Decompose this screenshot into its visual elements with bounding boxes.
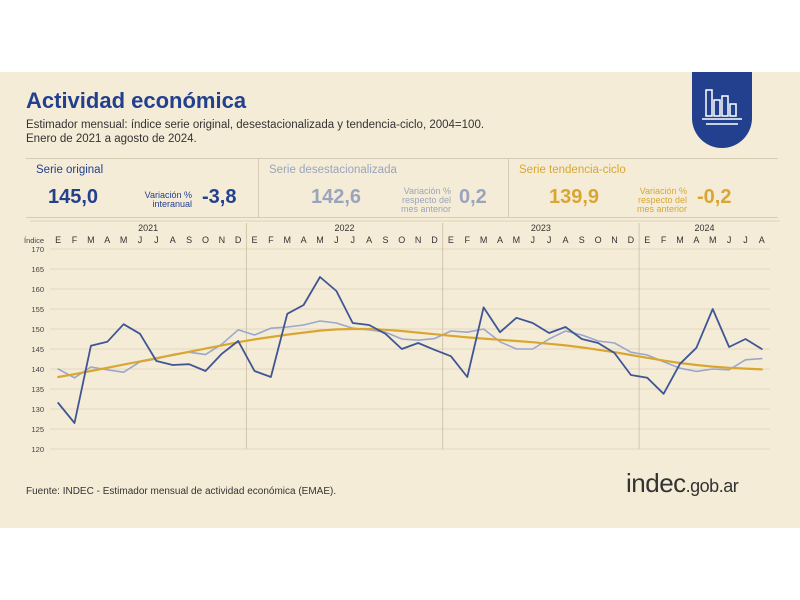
month-tick-label: A — [366, 235, 372, 245]
summary-tend-var-label-2: respecto del — [637, 195, 687, 205]
y-tick-label: 150 — [31, 325, 44, 334]
month-tick-label: A — [170, 235, 176, 245]
summary-original-value: 145,0 — [48, 186, 99, 208]
y-tick-label: 120 — [31, 445, 44, 454]
month-tick-label: E — [252, 235, 258, 245]
month-tick-label: M — [87, 235, 95, 245]
month-tick-label: F — [268, 235, 274, 245]
summary-desest: Serie desestacionalizada 142,6 Variación… — [258, 159, 509, 217]
source-note: Fuente: INDEC - Estimador mensual de act… — [26, 486, 337, 497]
summary-original-var-value: -3,8 — [202, 186, 237, 208]
month-tick-label: J — [334, 235, 339, 245]
y-tick-label: 165 — [31, 265, 44, 274]
month-tick-label: M — [709, 235, 717, 245]
year-label: 2024 — [695, 223, 715, 233]
summary-desest-var-label-2: respecto del — [401, 195, 451, 205]
month-tick-label: A — [497, 235, 503, 245]
summary-row: Serie original 145,0 Variación % interan… — [26, 158, 778, 218]
summary-original-var-label-2: interanual — [152, 199, 192, 209]
month-tick-label: A — [759, 235, 765, 245]
year-label: 2021 — [138, 223, 158, 233]
month-tick-label: F — [661, 235, 667, 245]
month-tick-label: N — [415, 235, 422, 245]
month-tick-label: O — [202, 235, 209, 245]
month-tick-label: D — [431, 235, 438, 245]
summary-tend-var-label-3: mes anterior — [636, 204, 687, 214]
month-tick-label: M — [120, 235, 128, 245]
y-tick-label: 140 — [31, 365, 44, 374]
y-tick-label: 135 — [31, 385, 44, 394]
month-tick-label: M — [480, 235, 488, 245]
brand-main: indec — [626, 468, 686, 498]
month-tick-label: J — [727, 235, 732, 245]
month-tick-label: J — [743, 235, 748, 245]
summary-original: Serie original 145,0 Variación % interan… — [26, 159, 258, 217]
y-tick-label: 125 — [31, 425, 44, 434]
month-tick-label: E — [55, 235, 61, 245]
month-tick-label: F — [465, 235, 471, 245]
summary-tend-var-label-1: Variación % — [639, 186, 687, 196]
month-tick-label: A — [562, 235, 568, 245]
y-tick-label: 155 — [31, 305, 44, 314]
summary-tend-value: 139,9 — [549, 186, 600, 208]
summary-desest-value: 142,6 — [311, 186, 362, 208]
month-tick-label: D — [628, 235, 635, 245]
summary-desest-var-label-1: Variación % — [403, 186, 451, 196]
month-tick-label: A — [693, 235, 699, 245]
year-label: 2022 — [335, 223, 355, 233]
y-tick-label: 170 — [31, 245, 44, 254]
month-tick-label: O — [398, 235, 405, 245]
page-title: Actividad económica — [26, 88, 247, 113]
year-label: 2023 — [531, 223, 551, 233]
month-tick-label: N — [219, 235, 226, 245]
month-tick-label: J — [547, 235, 552, 245]
month-tick-label: O — [595, 235, 602, 245]
month-tick-label: E — [644, 235, 650, 245]
bar-chart-icon — [702, 89, 742, 125]
subtitle-line-1: Estimador mensual: índice serie original… — [26, 119, 485, 131]
indec-logo: indec.gob.ar — [626, 468, 739, 499]
summary-original-var-label-1: Variación % — [144, 190, 192, 200]
y-tick-label: 160 — [31, 285, 44, 294]
month-tick-label: A — [301, 235, 307, 245]
month-tick-label: M — [316, 235, 324, 245]
month-tick-label: S — [186, 235, 192, 245]
month-tick-label: E — [448, 235, 454, 245]
month-tick-label: M — [284, 235, 292, 245]
month-tick-label: J — [138, 235, 143, 245]
month-tick-label: M — [513, 235, 521, 245]
summary-tend: Serie tendencia-ciclo 139,9 Variación % … — [508, 159, 779, 217]
month-tick-label: S — [382, 235, 388, 245]
logo-tab — [692, 72, 752, 148]
month-tick-label: J — [530, 235, 535, 245]
series-line-tendencia-ciclo — [57, 327, 763, 379]
month-tick-label: F — [72, 235, 78, 245]
month-tick-label: D — [235, 235, 242, 245]
series-line-original — [57, 276, 763, 424]
summary-desest-var-label-3: mes anterior — [400, 204, 451, 214]
summary-desest-label: Serie desestacionalizada — [269, 164, 397, 176]
y-axis-label: Índice — [24, 236, 44, 245]
month-tick-label: J — [154, 235, 159, 245]
summary-desest-var-value: 0,2 — [459, 186, 487, 208]
subtitle-line-2: Enero de 2021 a agosto de 2024. — [26, 133, 197, 145]
y-tick-label: 145 — [31, 345, 44, 354]
month-tick-label: M — [676, 235, 684, 245]
month-tick-label: J — [350, 235, 355, 245]
month-tick-label: S — [579, 235, 585, 245]
infographic-card: Actividad económica Estimador mensual: í… — [0, 72, 800, 528]
summary-original-label: Serie original — [36, 164, 104, 176]
brand-suffix: .gob.ar — [685, 476, 739, 496]
summary-tend-var-value: -0,2 — [697, 186, 732, 208]
month-tick-label: A — [104, 235, 110, 245]
month-tick-label: N — [611, 235, 618, 245]
summary-tend-label: Serie tendencia-ciclo — [519, 164, 626, 176]
y-tick-label: 130 — [31, 405, 44, 414]
